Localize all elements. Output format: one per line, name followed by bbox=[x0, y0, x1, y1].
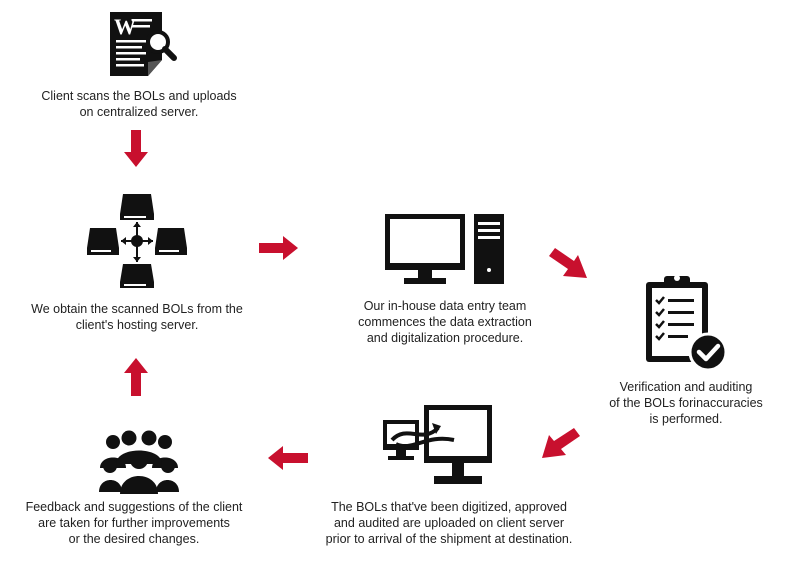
arrow-step4-to-step5 bbox=[542, 428, 580, 458]
arrow-step5-to-step6 bbox=[268, 446, 308, 470]
step-4-caption: Verification and auditing of the BOLs fo… bbox=[586, 379, 786, 427]
caption-line: Verification and auditing bbox=[619, 380, 753, 394]
step-1-caption: Client scans the BOLs and uploads on cen… bbox=[18, 88, 260, 120]
caption-line: Client scans the BOLs and uploads bbox=[41, 89, 237, 103]
clipboard-check-icon bbox=[646, 275, 728, 372]
caption-line: The BOLs that've been digitized, approve… bbox=[331, 500, 567, 514]
document-logo-letter: W bbox=[114, 14, 136, 39]
caption-line: or the desired changes. bbox=[68, 532, 200, 546]
arrow-step3-to-step4 bbox=[549, 248, 587, 278]
server-network-icon bbox=[87, 194, 187, 288]
caption-line: and digitalization procedure. bbox=[366, 331, 524, 345]
caption-line: on centralized server. bbox=[79, 105, 199, 119]
caption-line: Our in-house data entry team bbox=[363, 299, 527, 313]
caption-line: Feedback and suggestions of the client bbox=[25, 500, 243, 514]
people-group-icon bbox=[99, 430, 179, 494]
caption-line: are taken for further improvements bbox=[38, 516, 230, 530]
document-search-icon: W bbox=[110, 12, 177, 76]
caption-line: client's hosting server. bbox=[75, 318, 199, 332]
arrow-step1-to-step2 bbox=[124, 130, 148, 167]
caption-line: of the BOLs forinaccuracies bbox=[609, 396, 763, 410]
arrow-step6-to-step2 bbox=[124, 358, 148, 396]
step-2-caption: We obtain the scanned BOLs from the clie… bbox=[12, 301, 262, 333]
desktop-computer-icon bbox=[385, 214, 504, 284]
step-3-caption: Our in-house data entry team commences t… bbox=[325, 298, 565, 346]
caption-line: prior to arrival of the shipment at dest… bbox=[325, 532, 573, 546]
caption-line: is performed. bbox=[649, 412, 723, 426]
arrow-step2-to-step3 bbox=[259, 236, 298, 260]
step-5-caption: The BOLs that've been digitized, approve… bbox=[290, 499, 608, 547]
monitor-transfer-icon bbox=[383, 405, 492, 484]
caption-line: commences the data extraction bbox=[358, 315, 532, 329]
caption-line: We obtain the scanned BOLs from the bbox=[31, 302, 243, 316]
step-6-caption: Feedback and suggestions of the client a… bbox=[6, 499, 262, 547]
caption-line: and audited are uploaded on client serve… bbox=[333, 516, 565, 530]
